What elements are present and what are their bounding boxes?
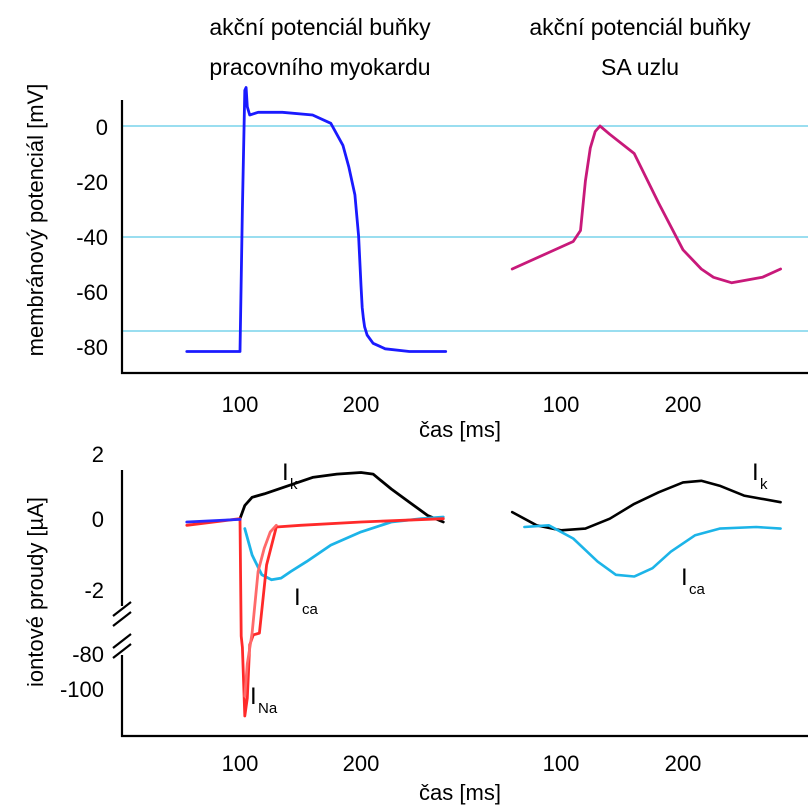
x-tick-200-top-right: 200 (665, 392, 702, 417)
y-tick-neg2: -2 (84, 578, 104, 603)
y-tick-0: 0 (96, 115, 108, 140)
x-tick-200-top-left: 200 (343, 392, 380, 417)
y-tick-0-current: 0 (92, 507, 104, 532)
bottom-right-ica-line (523, 524, 782, 578)
y-axis-label-currents: iontové proudy [µA] (23, 497, 48, 687)
axis-break-mark (112, 601, 132, 659)
y-tick-neg20: -20 (76, 170, 108, 195)
y-tick-neg60: -60 (76, 280, 108, 305)
label-ica-right-sub: ca (689, 581, 706, 598)
label-ina: I Na (250, 683, 278, 717)
label-ina-main: I (250, 683, 257, 710)
x-tick-100-bottom-left: 100 (222, 751, 259, 776)
label-ica-left: I ca (294, 584, 319, 618)
y-axis-label-potential: membránový potenciál [mV] (23, 84, 48, 357)
x-tick-200-bottom-left: 200 (343, 751, 380, 776)
y-tick-neg40: -40 (76, 225, 108, 250)
top-right-series-0-line (510, 124, 782, 285)
label-ica-right: I ca (681, 564, 706, 598)
label-ik-left: I k (282, 459, 298, 493)
label-ik-right: I k (752, 459, 768, 493)
y-tick-neg80-current: -80 (72, 642, 104, 667)
label-ica-left-main: I (294, 584, 301, 611)
x-tick-100-top-right: 100 (543, 392, 580, 417)
label-ik-right-main: I (752, 459, 759, 486)
bottom-left-na-recovery-line (243, 523, 278, 698)
title-left-line2: pracovního myokardu (209, 54, 430, 80)
x-axis-label-bottom: čas [ms] (419, 780, 501, 805)
y-tick-neg100: -100 (60, 677, 104, 702)
series-layer (185, 86, 782, 718)
title-right-line1: akční potenciál buňky (529, 14, 751, 40)
bottom-right-ik-line (510, 479, 782, 532)
title-right-line2: SA uzlu (601, 54, 679, 80)
bottom-left-ik-line (238, 471, 445, 524)
y-tick-neg80: -80 (76, 335, 108, 360)
label-ina-sub: Na (258, 700, 278, 717)
y-tick-2: 2 (92, 442, 104, 467)
x-axis-label-top: čas [ms] (419, 417, 501, 442)
x-tick-200-bottom-right: 200 (665, 751, 702, 776)
top-left-series-0-line (185, 86, 448, 353)
x-tick-100-top-left: 100 (222, 392, 259, 417)
label-ica-right-main: I (681, 564, 688, 591)
x-tick-100-bottom-right: 100 (543, 751, 580, 776)
label-ik-left-main: I (282, 459, 289, 486)
label-ik-right-sub: k (760, 476, 768, 493)
bottom-left-baseline-line (185, 518, 242, 524)
label-ik-left-sub: k (290, 476, 298, 493)
label-ica-left-sub: ca (302, 601, 319, 618)
title-left-line1: akční potenciál buňky (209, 14, 431, 40)
